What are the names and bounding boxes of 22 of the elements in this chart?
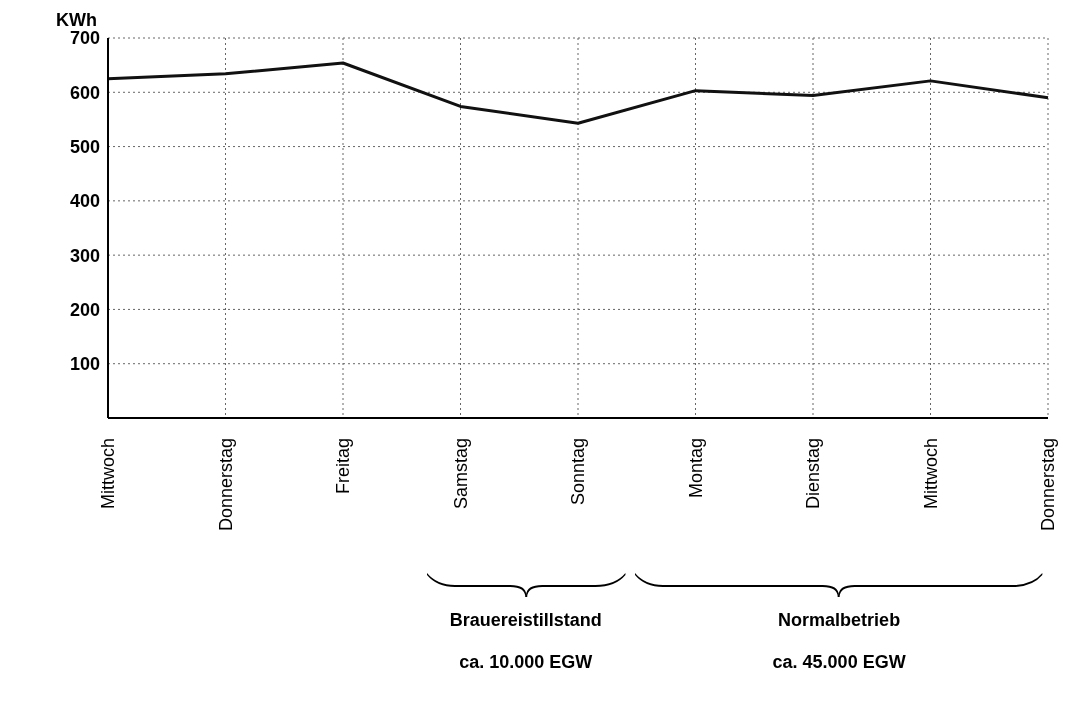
text: Normalbetrieb	[777, 610, 902, 631]
line-series	[106, 61, 1050, 125]
y-tick-label: 700	[69, 28, 100, 49]
text: ca. 10.000 EGW	[458, 652, 594, 673]
x-tick-label: Montag	[685, 438, 706, 499]
x-tick-label: Freitag	[333, 438, 353, 495]
y-tick-label: 400	[69, 191, 100, 212]
x-tick-label: Mittwoch	[98, 438, 118, 510]
y-tick-label: 300	[69, 245, 100, 266]
x-tick-label: Mittwoch	[920, 438, 941, 510]
y-tick-label: 500	[69, 136, 100, 157]
x-tick-label: Dienstag	[803, 438, 823, 510]
x-tick-label: Donnerstag	[1038, 438, 1058, 532]
y-tick-label: 100	[69, 354, 100, 375]
text: ca. 45.000 EGW	[771, 652, 907, 673]
text: Brauereistillstand	[448, 610, 603, 631]
y-tick-label: 200	[69, 299, 100, 320]
x-tick-label: Sonntag	[568, 438, 588, 506]
y-axis-title: KWh	[56, 10, 97, 31]
y-tick-label: 600	[69, 82, 100, 103]
x-tick-label: Donnerstag	[215, 438, 236, 532]
x-tick-label: Samstag	[450, 438, 471, 510]
